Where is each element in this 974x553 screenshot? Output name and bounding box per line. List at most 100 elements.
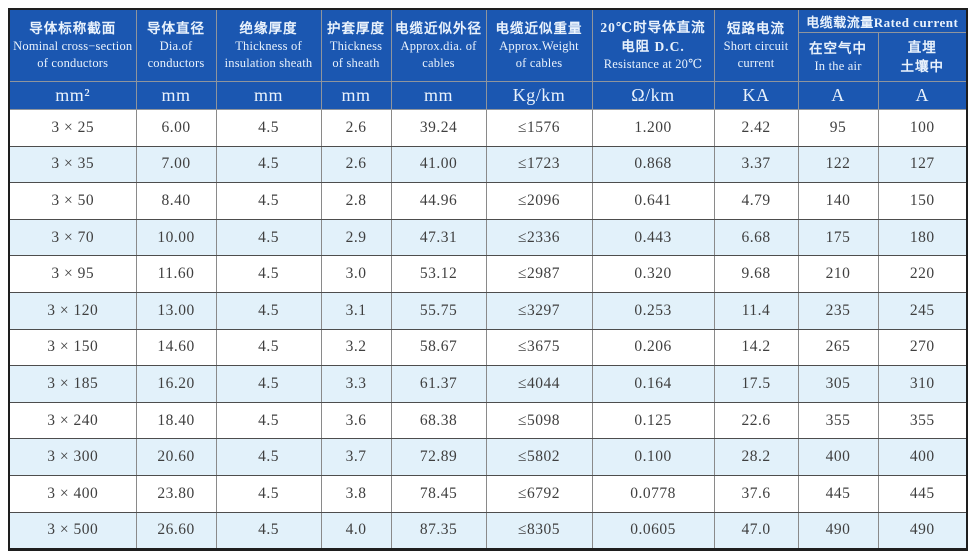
cell-approx_weight: ≤4044 [485,365,593,403]
cell-current_in_air: 175 [797,218,879,257]
cell-short_circuit_current: 22.6 [713,401,799,440]
unit-nominal-cross-section: mm² [8,81,137,110]
cell-current_in_air: 235 [797,291,879,330]
cell-current_in_air: 122 [797,145,879,184]
cell-approx_dia: 78.45 [390,474,487,513]
cell-current_in_air: 140 [797,182,879,220]
cell-current_in_air: 400 [797,438,879,476]
cell-insulation_thickness: 4.5 [215,145,322,184]
cell-short_circuit_current: 47.0 [713,511,799,551]
cell-short_circuit_current: 11.4 [713,291,799,330]
cell-insulation_thickness: 4.5 [215,328,322,367]
unit-approx-dia: mm [390,81,487,110]
header-line: Dia.of [159,39,193,53]
cell-dia_of_conductors: 10.00 [135,218,217,257]
table-row: 3 × 185 16.20 4.5 3.3 61.37 ≤4044 0.164 17.5 305… [8,365,968,403]
header-line: 电阻 D.C. [621,39,685,54]
cell-approx_dia: 61.37 [390,365,487,403]
cell-sheath_thickness: 3.6 [320,401,392,440]
table-row: 3 × 95 11.60 4.5 3.0 53.12 ≤2987 0.320 9.68 210 2… [8,255,968,293]
cell-short_circuit_current: 6.68 [713,218,799,257]
cell-sheath_thickness: 3.7 [320,438,392,476]
col-header-sheath-thickness: 护套厚度 Thickness of sheath [320,8,392,82]
cell-current_buried: 150 [877,182,968,220]
cell-approx_dia: 55.75 [390,291,487,330]
cell-current_in_air: 265 [797,328,879,367]
header-line: Approx.dia. of [400,39,477,53]
cable-spec-table: 导体标称截面 Nominal cross−section of conducto… [8,8,969,552]
table-row: 3 × 300 20.60 4.5 3.7 72.89 ≤5802 0.100 28.2 400… [8,438,968,476]
cell-current_buried: 100 [877,109,968,147]
cell-nominal_cross_section: 3 × 300 [8,438,137,476]
header-line: of conductors [37,56,109,70]
header-line: conductors [147,56,205,70]
cell-approx_weight: ≤5802 [485,438,593,476]
header-title-row: 导体标称截面 Nominal cross−section of conducto… [8,8,968,82]
cell-current_buried: 127 [877,145,968,184]
header-line: 绝缘厚度 [239,21,298,36]
unit-insulation-thickness: mm [215,81,322,110]
header-line: 在空气中 [809,41,867,56]
cell-current_in_air: 355 [797,401,879,440]
cell-dc_resistance: 0.443 [591,218,715,257]
cell-current_in_air: 305 [797,365,879,403]
header-line: 导体直径 [147,21,205,36]
table-row: 3 × 240 18.40 4.5 3.6 68.38 ≤5098 0.125 22.6 355… [8,401,968,440]
header-line: 护套厚度 [327,21,385,36]
cell-current_buried: 180 [877,218,968,257]
table-body: 3 × 25 6.00 4.5 2.6 39.24 ≤1576 1.200 2.42 95 100… [8,109,968,551]
cell-current_buried: 270 [877,328,968,367]
col-header-approx-dia: 电缆近似外径 Approx.dia. of cables [390,8,487,82]
cell-approx_weight: ≤8305 [485,511,593,551]
cell-approx_weight: ≤6792 [485,474,593,513]
col-header-dia-of-conductors: 导体直径 Dia.of conductors [135,8,217,82]
unit-sheath-thickness: mm [320,81,392,110]
cell-nominal_cross_section: 3 × 70 [8,218,137,257]
cell-current_buried: 245 [877,291,968,330]
cell-approx_dia: 53.12 [390,255,487,293]
cell-nominal_cross_section: 3 × 150 [8,328,137,367]
cell-approx_weight: ≤3297 [485,291,593,330]
header-unit-row: mm² mm mm mm mm Kg/km Ω/km KA A A [8,81,968,110]
table-row: 3 × 500 26.60 4.5 4.0 87.35 ≤8305 0.0605 47.0 49… [8,511,968,551]
cell-dc_resistance: 1.200 [591,109,715,147]
cell-nominal_cross_section: 3 × 95 [8,255,137,293]
table-row: 3 × 35 7.00 4.5 2.6 41.00 ≤1723 0.868 3.37 122 12… [8,145,968,184]
header-line: Approx.Weight [499,39,579,53]
cell-nominal_cross_section: 3 × 400 [8,474,137,513]
cell-short_circuit_current: 37.6 [713,474,799,513]
cell-approx_dia: 87.35 [390,511,487,551]
cell-approx_weight: ≤2096 [485,182,593,220]
cell-sheath_thickness: 3.1 [320,291,392,330]
cell-dia_of_conductors: 7.00 [135,145,217,184]
header-line: Nominal cross−section [13,39,133,53]
cell-nominal_cross_section: 3 × 120 [8,291,137,330]
header-line: current [737,56,775,70]
unit-dc-resistance: Ω/km [591,81,715,110]
cell-nominal_cross_section: 3 × 25 [8,109,137,147]
header-line: Thickness of [235,39,302,53]
table-header: 导体标称截面 Nominal cross−section of conducto… [8,8,968,110]
cell-dia_of_conductors: 18.40 [135,401,217,440]
cell-sheath_thickness: 2.8 [320,182,392,220]
cell-approx_weight: ≤5098 [485,401,593,440]
header-line: Short circuit [723,39,789,53]
cell-current_buried: 445 [877,474,968,513]
header-line: 短路电流 [727,21,785,36]
cell-approx_dia: 47.31 [390,218,487,257]
cell-dc_resistance: 0.0605 [591,511,715,551]
cell-current_in_air: 95 [797,109,879,147]
unit-current-buried: A [877,81,968,110]
cell-nominal_cross_section: 3 × 240 [8,401,137,440]
cell-short_circuit_current: 2.42 [713,109,799,147]
cell-nominal_cross_section: 3 × 35 [8,145,137,184]
header-line: In the air [814,59,862,73]
cell-dc_resistance: 0.641 [591,182,715,220]
cell-insulation_thickness: 4.5 [215,182,322,220]
table-row: 3 × 400 23.80 4.5 3.8 78.45 ≤6792 0.0778 37.6 44… [8,474,968,513]
col-header-approx-weight: 电缆近似重量 Approx.Weight of cables [485,8,593,82]
cell-nominal_cross_section: 3 × 50 [8,182,137,220]
cell-current_buried: 220 [877,255,968,293]
col-header-rated-current-group: 电缆载流量Rated current [797,8,968,33]
